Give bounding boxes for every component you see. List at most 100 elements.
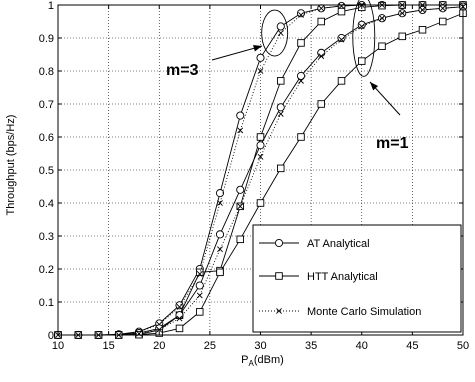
marker-circle	[276, 22, 285, 31]
x-tick-label: 25	[204, 340, 216, 352]
y-tick-label: 0.7	[39, 99, 54, 111]
grid-lines	[58, 5, 463, 335]
y-tick-label: 0.2	[39, 264, 54, 276]
y-tick-label: 0.3	[39, 231, 54, 243]
marker-square	[236, 235, 244, 244]
marker-square	[277, 164, 285, 173]
legend-entry	[259, 238, 299, 248]
x-axis-title-main: P	[241, 354, 248, 366]
x-tick-label: 20	[153, 340, 165, 352]
marker-circle	[276, 103, 285, 112]
marker-circle	[337, 33, 346, 43]
marker-square	[195, 268, 204, 277]
x-axis-title-unit: (dBm)	[254, 354, 284, 366]
marker-x	[176, 315, 183, 322]
y-tick-label: 0.5	[39, 165, 54, 177]
marker-circle	[256, 53, 265, 62]
x-tick-label: 45	[406, 340, 418, 352]
marker-square	[378, 42, 386, 51]
arrow-m3	[211, 45, 263, 61]
legend-label-htt-analytical: HTT Analytical	[307, 271, 378, 283]
marker-square	[275, 272, 283, 280]
marker-x	[217, 200, 223, 206]
marker-x	[439, 5, 446, 12]
y-tick-label: 0.9	[39, 33, 54, 45]
marker-x	[419, 7, 426, 13]
x-tick-label: 35	[305, 340, 317, 352]
y-tick-label: 1	[48, 0, 54, 12]
arrow-head	[253, 45, 262, 52]
y-tick-label: 0.4	[39, 198, 54, 210]
y-tick-label: 0.8	[39, 66, 54, 78]
y-axis-title: Throughput (bps/Hz)	[5, 115, 17, 216]
marker-x	[237, 203, 244, 210]
marker-square	[175, 324, 184, 333]
marker-circle	[317, 48, 326, 57]
marker-circle	[296, 9, 306, 18]
y-tick-label: 0.1	[39, 297, 54, 309]
marker-circle	[236, 111, 245, 120]
marker-x	[318, 5, 325, 12]
ellipse-m1	[352, 0, 376, 77]
legend-label-at-analytical: AT Analytical	[307, 238, 370, 250]
marker-square	[378, 1, 386, 10]
marker-x	[237, 127, 244, 134]
marker-x	[298, 77, 304, 84]
arrow-head	[370, 82, 379, 91]
marker-square	[317, 17, 326, 26]
marker-square	[297, 133, 305, 141]
marker-x	[196, 271, 203, 277]
annotation-m1: m=1	[376, 135, 409, 152]
marker-square	[216, 268, 224, 277]
marker-x	[196, 292, 203, 299]
x-tick-label: 10	[52, 340, 64, 352]
axis-ticks: 10 15 20 25 30 35 40 45 50 0 0.1 0.2 0.3 0.4 0.5 0.6 0.7…	[39, 0, 469, 352]
y-tick-label: 0.6	[39, 132, 54, 144]
marker-circle	[215, 189, 225, 198]
group-ellipses	[261, 0, 376, 77]
marker-x	[257, 68, 264, 74]
marker-x	[217, 246, 223, 253]
marker-square	[297, 39, 305, 47]
marker-square	[337, 77, 346, 85]
marker-x	[358, 23, 365, 30]
marker-square	[337, 7, 346, 16]
y-axis-label: Throughput (bps/Hz)	[5, 115, 17, 216]
marker-square	[358, 57, 366, 65]
marker-x	[156, 326, 163, 333]
annotation-m3: m=3	[166, 62, 199, 79]
marker-square	[256, 133, 265, 141]
marker-x	[257, 153, 264, 160]
marker-x	[298, 11, 304, 18]
marker-square	[256, 199, 265, 207]
x-axis-title-subscript: A	[249, 359, 255, 368]
marker-x	[399, 10, 406, 17]
marker-square	[277, 77, 285, 85]
x-tick-label: 15	[103, 340, 115, 352]
marker-x	[338, 36, 345, 43]
marker-x	[276, 308, 282, 314]
x-tick-label: 30	[254, 340, 266, 352]
marker-x	[318, 53, 325, 60]
annotation-arrows	[211, 45, 401, 116]
marker-circle	[274, 238, 284, 248]
x-tick-label: 50	[457, 340, 469, 352]
x-tick-label: 40	[356, 340, 368, 352]
marker-circle	[236, 185, 245, 194]
marker-square	[418, 26, 427, 34]
marker-circle	[175, 311, 184, 320]
ellipse-m3	[261, 9, 289, 57]
marker-square	[195, 308, 204, 316]
marker-square	[317, 100, 326, 108]
marker-x	[379, 15, 385, 22]
marker-square	[398, 32, 407, 41]
marker-circle	[215, 230, 225, 239]
marker-x	[277, 110, 284, 117]
x-axis-title: PA(dBm)	[241, 354, 284, 368]
legend-entry	[259, 272, 299, 280]
arrow-shaft	[211, 45, 263, 61]
legend: AT Analytical HTT Analytical Monte Carlo…	[252, 224, 462, 333]
marker-x	[277, 30, 284, 36]
legend-entry	[259, 308, 299, 314]
